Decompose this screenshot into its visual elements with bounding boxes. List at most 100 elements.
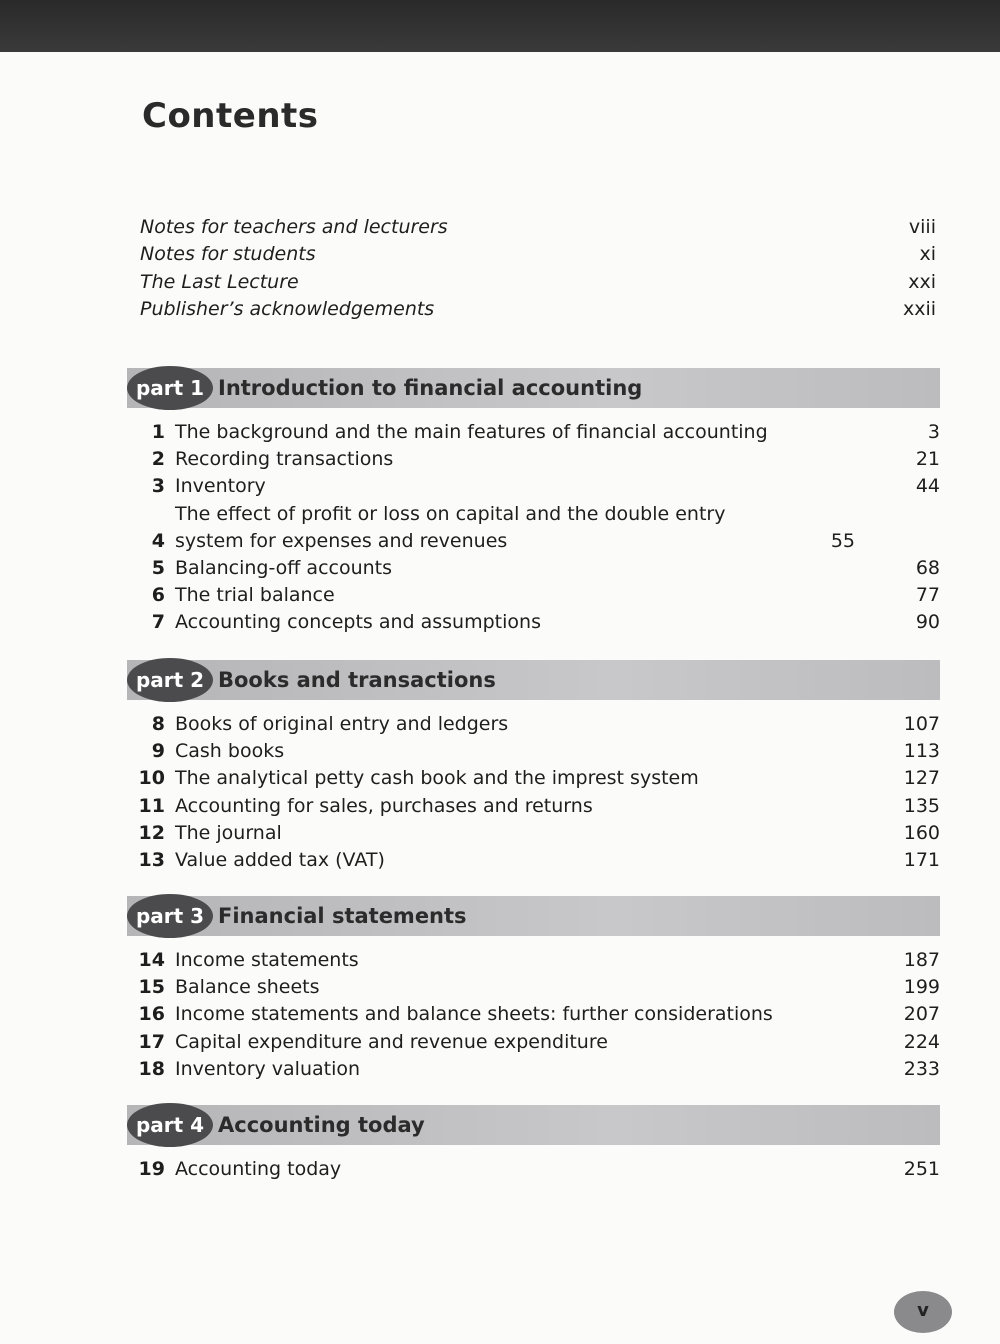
chapter-title: Balance sheets	[175, 976, 320, 999]
entry-page: xxii	[902, 297, 936, 320]
chapter-number: 15	[138, 976, 165, 999]
entry-title: The Last Lecture	[140, 270, 299, 293]
entry-title: Notes for students	[140, 243, 316, 266]
entry-page: viii	[908, 216, 936, 238]
chapter-entry: 3 Inventory 44	[127, 473, 940, 500]
chapter-title: Recording transactions	[175, 448, 394, 471]
prelim-entry: Notes for teachers and lecturers viii	[140, 214, 936, 241]
chapter-page: 77	[915, 584, 940, 607]
chapter-number: 17	[138, 1030, 165, 1053]
chapter-page: 127	[903, 767, 940, 790]
prelim-entry: Notes for students xi	[140, 241, 936, 268]
chapter-page: 21	[915, 448, 940, 471]
chapter-number: 14	[138, 949, 165, 971]
chapter-title: Income statements and balance sheets: fu…	[175, 1003, 773, 1026]
part-section: part 2 Books and transactions 8 Books of or…	[127, 658, 940, 874]
chapter-number: 12	[138, 821, 165, 844]
chapter-page: 68	[915, 557, 940, 580]
chapter-entry: 10 The analytical petty cash book and the…	[127, 765, 940, 792]
chapter-title: Inventory valuation	[175, 1057, 361, 1080]
chapter-title: Accounting today	[175, 1158, 342, 1180]
chapter-number: 7	[151, 611, 165, 634]
chapter-page: 3	[927, 421, 940, 443]
chapter-page: 113	[903, 740, 940, 763]
chapter-title: The effect of profit or loss on capital …	[175, 502, 726, 552]
chapter-number: 6	[151, 584, 165, 607]
part-badge: part 1	[127, 366, 213, 410]
chapter-title: Inventory	[175, 475, 266, 498]
chapter-entry: 7 Accounting concepts and assumptions 90	[127, 609, 940, 636]
chapter-title: Balancing-off accounts	[175, 557, 393, 580]
part-badge: part 2	[127, 658, 213, 702]
chapter-page: 233	[903, 1057, 940, 1080]
chapter-number: 9	[151, 740, 165, 763]
chapter-number: 16	[138, 1003, 165, 1026]
part-section: part 3 Financial statements 14 Income state…	[127, 894, 940, 1083]
chapter-number: 10	[138, 767, 165, 790]
part-section: part 4 Accounting today 19 Accounting today…	[127, 1103, 940, 1183]
chapter-entry: 4 The effect of profit or loss on capital…	[127, 501, 940, 555]
chapter-page: 251	[903, 1158, 940, 1180]
chapter-number: 11	[138, 794, 165, 817]
part-header: part 4 Accounting today	[127, 1103, 940, 1147]
chapter-list: 19 Accounting today 251	[127, 1156, 940, 1183]
chapter-page: 55	[830, 529, 855, 552]
chapter-title: Income statements	[175, 949, 359, 971]
chapter-title: The trial balance	[175, 584, 335, 607]
part-header: part 1 Introduction to financial accounti…	[127, 366, 940, 410]
chapter-entry: 17 Capital expenditure and revenue expend…	[127, 1029, 940, 1056]
entry-page: xi	[919, 243, 936, 266]
page-top-edge	[0, 0, 1000, 52]
chapter-list: 14 Income statements 187 15 Balance sheets 19…	[127, 947, 940, 1083]
chapter-title: Cash books	[175, 740, 285, 763]
part-badge: part 4	[127, 1103, 213, 1147]
chapter-page: 207	[903, 1003, 940, 1026]
chapter-entry: 12 The journal 160	[127, 820, 940, 847]
part-title: Accounting today	[218, 1113, 425, 1137]
prelim-entry: The Last Lecture xxi	[140, 269, 936, 296]
chapter-number: 1	[151, 421, 165, 443]
chapter-entry: 6 The trial balance 77	[127, 582, 940, 609]
chapter-page: 90	[915, 611, 940, 634]
chapter-page: 44	[915, 475, 940, 498]
chapter-title: Books of original entry and ledgers	[175, 713, 509, 735]
chapter-entry: 19 Accounting today 251	[127, 1156, 940, 1183]
part-title: Books and transactions	[218, 668, 496, 692]
chapter-title: The journal	[175, 821, 282, 844]
chapter-entry: 5 Balancing-off accounts 68	[127, 555, 940, 582]
chapter-page: 107	[903, 713, 940, 735]
chapter-page: 224	[903, 1030, 940, 1053]
chapter-title: The analytical petty cash book and the i…	[175, 767, 699, 790]
part-section: part 1 Introduction to financial accounti…	[127, 366, 940, 637]
chapter-number: 5	[151, 557, 165, 580]
chapter-entry: 15 Balance sheets 199	[127, 974, 940, 1001]
chapter-entry: 1 The background and the main features of…	[127, 419, 940, 446]
chapter-page: 135	[903, 794, 940, 817]
entry-title: Publisher’s acknowledgements	[140, 297, 435, 320]
chapter-entry: 13 Value added tax (VAT) 171	[127, 847, 940, 874]
chapter-page: 160	[903, 821, 940, 844]
chapter-number: 13	[138, 849, 165, 872]
part-header: part 2 Books and transactions	[127, 658, 940, 702]
chapter-title: Accounting concepts and assumptions	[175, 611, 541, 634]
chapter-entry: 2 Recording transactions 21	[127, 446, 940, 473]
chapter-entry: 8 Books of original entry and ledgers 107	[127, 711, 940, 738]
chapter-title: Value added tax (VAT)	[175, 849, 385, 872]
chapter-entry: 16 Income statements and balance sheets: …	[127, 1001, 940, 1028]
chapter-number: 2	[151, 448, 165, 471]
chapter-page: 187	[903, 949, 940, 971]
chapter-page: 171	[903, 849, 940, 872]
prelims-list: Notes for teachers and lecturers viii Note…	[140, 214, 936, 323]
chapter-list: 8 Books of original entry and ledgers 107 9…	[127, 711, 940, 874]
chapter-entry: 18 Inventory valuation 233	[127, 1056, 940, 1083]
chapter-number: 18	[138, 1057, 165, 1080]
chapter-entry: 11 Accounting for sales, purchases and re…	[127, 793, 940, 820]
part-title: Introduction to financial accounting	[218, 376, 643, 400]
entry-page: xxi	[908, 270, 936, 293]
chapter-list: 1 The background and the main features of…	[127, 419, 940, 637]
chapter-title: The background and the main features of …	[175, 421, 768, 443]
chapter-title: Accounting for sales, purchases and retu…	[175, 794, 593, 817]
chapter-page: 199	[903, 976, 940, 999]
part-header: part 3 Financial statements	[127, 894, 940, 938]
chapter-number: 4	[151, 529, 165, 552]
